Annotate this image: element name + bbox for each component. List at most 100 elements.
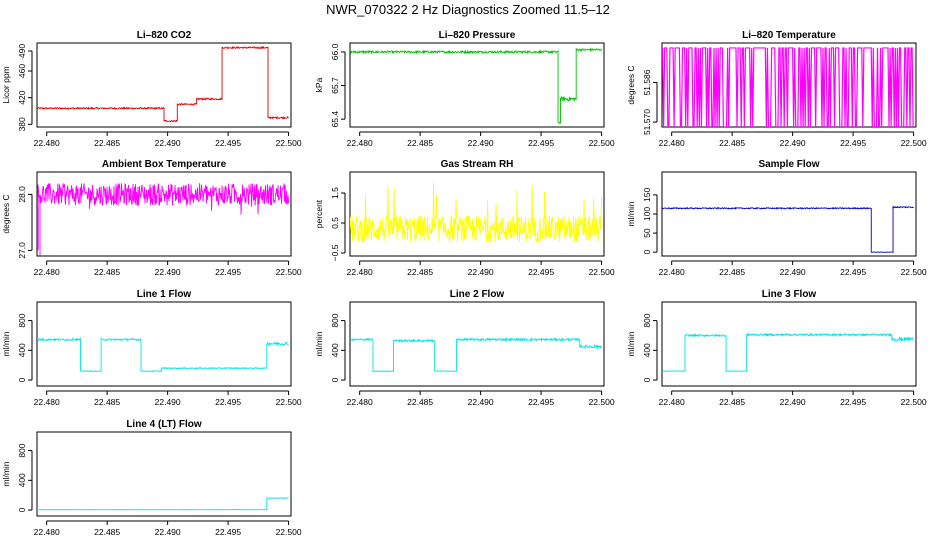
line1-flow-y-tick-label: 0 [17,377,27,382]
line4-flow-y-tick-label: 800 [17,443,27,457]
sample-flow-panel: Sample Flow 22.480 22.485 22.490 22.495 22.50… [626,159,927,277]
sample-flow-y-tick-label: 100 [642,207,652,221]
licor-co2-frame [36,42,292,128]
line4-flow-y-label: ml/min [1,461,11,486]
gas-stream-rh-x-tick-label: 22.490 [468,267,494,277]
licor-co2-x-tick-label: 22.485 [94,138,120,148]
licor-pressure-x-tick-label: 22.485 [407,138,433,148]
licor-co2-y-tick-label: 420 [17,90,27,104]
licor-co2-y-tick-label: 380 [17,117,27,131]
sample-flow-x-tick-label: 22.485 [719,267,745,277]
licor-co2-series-line [37,45,289,123]
line4-flow-x-tick-label: 22.495 [215,527,241,537]
line2-flow-title: Line 2 Flow [450,289,505,300]
licor-co2-panel: Li–820 CO2 22.480 22.485 22.490 22.495 22.500… [1,30,302,148]
gas-stream-rh-panel: Gas Stream RH 22.480 22.485 22.490 22.495 22.… [314,159,615,277]
licor-co2-y-label: Licor ppm [1,66,11,103]
line2-flow-x-tick-label: 22.480 [347,397,373,407]
licor-temperature-frame [661,42,917,128]
ambient-box-temperature-x-tick-label: 22.500 [276,267,302,277]
ambient-box-temperature-frame [36,171,292,257]
sample-flow-series-line [662,205,914,253]
ambient-box-temperature-y-label: degrees C [1,194,11,233]
ambient-box-temperature-y-tick-label: 28.0 [17,186,27,203]
line3-flow-y-tick-label: 400 [642,343,652,357]
line2-flow-panel: Line 2 Flow 22.480 22.485 22.490 22.495 22.50… [314,289,615,407]
gas-stream-rh-x-tick-label: 22.480 [347,267,373,277]
ambient-box-temperature-panel: Ambient Box Temperature 22.480 22.485 22.49… [1,159,302,277]
gas-stream-rh-y-tick-label: 1.5 [330,187,340,199]
ambient-box-temperature-x-tick-label: 22.490 [155,267,181,277]
line2-flow-x-tick-label: 22.490 [468,397,494,407]
sample-flow-frame [661,171,917,257]
sample-flow-x-tick-label: 22.480 [659,267,685,277]
line3-flow-x-tick-label: 22.480 [659,397,685,407]
licor-co2-y-tick-label: 460 [17,64,27,78]
line4-flow-x-tick-label: 22.480 [34,527,60,537]
licor-temperature-y-tick-label: 51.570 [642,109,652,135]
ambient-box-temperature-series-line [37,183,290,256]
gas-stream-rh-frame [349,171,605,257]
figure-title: NWR_070322 2 Hz Diagnostics Zoomed 11.5–… [326,2,610,17]
licor-co2-x-tick-label: 22.495 [215,138,241,148]
line4-flow-y-tick-label: 0 [17,507,27,512]
licor-temperature-x-tick-label: 22.480 [659,138,685,148]
ambient-box-temperature-x-tick-label: 22.485 [94,267,120,277]
licor-temperature-x-tick-label: 22.500 [901,138,927,148]
line2-flow-x-tick-label: 22.485 [407,397,433,407]
line2-flow-y-tick-label: 0 [330,377,340,382]
licor-co2-x-tick-label: 22.480 [34,138,60,148]
line1-flow-x-tick-label: 22.500 [276,397,302,407]
line3-flow-title: Line 3 Flow [762,289,817,300]
sample-flow-y-tick-label: 50 [642,228,652,238]
licor-co2-x-tick-label: 22.500 [276,138,302,148]
sample-flow-title: Sample Flow [758,159,819,170]
line3-flow-x-tick-label: 22.485 [719,397,745,407]
line2-flow-y-tick-label: 800 [330,313,340,327]
line3-flow-x-tick-label: 22.490 [780,397,806,407]
line1-flow-x-tick-label: 22.490 [155,397,181,407]
line4-flow-series-line [37,497,289,511]
line1-flow-frame [36,301,292,387]
ambient-box-temperature-title: Ambient Box Temperature [102,159,227,170]
licor-pressure-panel: Li–820 Pressure 22.480 22.485 22.490 22.495 2… [314,30,615,148]
gas-stream-rh-x-tick-label: 22.500 [589,267,615,277]
licor-pressure-y-tick-label: 66.0 [330,43,340,60]
licor-pressure-x-tick-label: 22.480 [347,138,373,148]
line2-flow-y-label: ml/min [314,331,324,356]
line3-flow-y-tick-label: 0 [642,377,652,382]
line4-flow-x-tick-label: 22.490 [155,527,181,537]
line4-flow-frame [36,431,292,517]
gas-stream-rh-x-tick-label: 22.495 [528,267,554,277]
line4-flow-panel: Line 4 (LT) Flow 22.480 22.485 22.490 22.495… [1,419,302,537]
sample-flow-y-tick-label: 150 [642,188,652,202]
gas-stream-rh-series-line [350,183,603,244]
licor-pressure-x-tick-label: 22.500 [589,138,615,148]
licor-co2-y-tick-label: 490 [17,44,27,58]
licor-temperature-y-tick-label: 51.586 [642,69,652,95]
line1-flow-series-line [37,337,289,372]
line3-flow-x-tick-label: 22.500 [901,397,927,407]
sample-flow-y-label: ml/min [626,201,636,226]
licor-temperature-x-tick-label: 22.490 [780,138,806,148]
line1-flow-x-tick-label: 22.495 [215,397,241,407]
line1-flow-title: Line 1 Flow [137,289,192,300]
sample-flow-x-tick-label: 22.495 [840,267,866,277]
line2-flow-x-tick-label: 22.495 [528,397,554,407]
line1-flow-panel: Line 1 Flow 22.480 22.485 22.490 22.495 22.50… [1,289,302,407]
line4-flow-y-tick-label: 400 [17,473,27,487]
line1-flow-x-tick-label: 22.480 [34,397,60,407]
sample-flow-x-tick-label: 22.490 [780,267,806,277]
licor-temperature-x-tick-label: 22.495 [840,138,866,148]
line3-flow-panel: Line 3 Flow 22.480 22.485 22.490 22.495 22.50… [626,289,927,407]
line3-flow-x-tick-label: 22.495 [840,397,866,407]
line3-flow-frame [661,301,917,387]
sample-flow-x-tick-label: 22.500 [901,267,927,277]
licor-co2-title: Li–820 CO2 [137,30,192,41]
licor-pressure-title: Li–820 Pressure [439,30,516,41]
line2-flow-x-tick-label: 22.500 [589,397,615,407]
line3-flow-y-label: ml/min [626,331,636,356]
ambient-box-temperature-x-tick-label: 22.480 [34,267,60,277]
licor-co2-x-tick-label: 22.490 [155,138,181,148]
sample-flow-y-tick-label: 0 [642,250,652,255]
